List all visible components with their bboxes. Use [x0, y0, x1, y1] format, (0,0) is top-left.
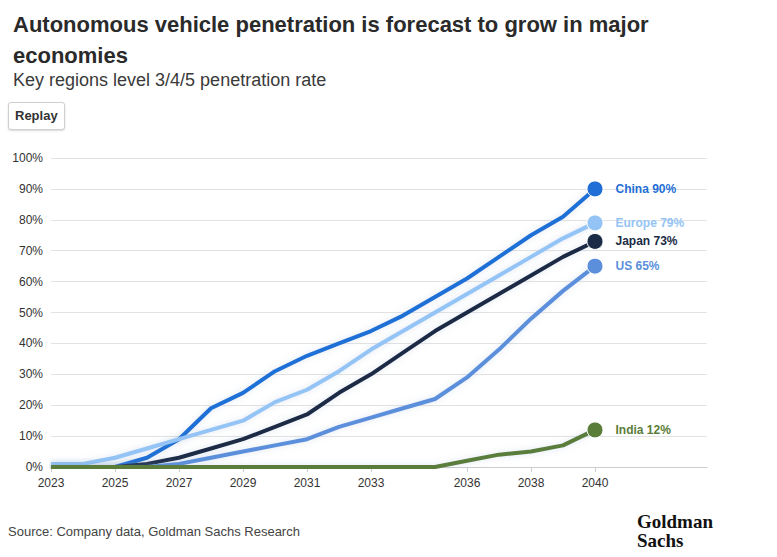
svg-text:Japan 73%: Japan 73%	[616, 234, 678, 248]
svg-text:2025: 2025	[102, 476, 129, 490]
svg-text:50%: 50%	[19, 306, 43, 320]
svg-text:Europe 79%: Europe 79%	[616, 216, 685, 230]
svg-text:Goldman: Goldman	[637, 511, 718, 532]
svg-text:India 12%: India 12%	[616, 423, 672, 437]
svg-text:2038: 2038	[518, 476, 545, 490]
svg-text:Key regions level 3/4/5 penetr: Key regions level 3/4/5 penetration rate	[13, 70, 326, 90]
html-text:Replay: Replay	[15, 108, 58, 123]
svg-text:Sachs: Sachs	[637, 530, 683, 551]
svg-text:China 90%: China 90%	[616, 182, 677, 196]
svg-text:US 65%: US 65%	[616, 259, 660, 273]
svg-text:80%: 80%	[19, 213, 43, 227]
svg-text:60%: 60%	[19, 275, 43, 289]
svg-text:2040: 2040	[582, 476, 609, 490]
svg-text:Source: Company data, Goldman: Source: Company data, Goldman Sachs Rese…	[8, 524, 300, 539]
svg-text:2033: 2033	[358, 476, 385, 490]
svg-text:2023: 2023	[38, 476, 65, 490]
svg-text:economies: economies	[13, 43, 128, 68]
svg-text:20%: 20%	[19, 398, 43, 412]
svg-text:Autonomous vehicle penetration: Autonomous vehicle penetration is foreca…	[13, 12, 655, 37]
svg-text:0%: 0%	[26, 460, 44, 474]
svg-text:2031: 2031	[294, 476, 321, 490]
svg-text:2036: 2036	[454, 476, 481, 490]
svg-text:2027: 2027	[166, 476, 193, 490]
svg-text:10%: 10%	[19, 429, 43, 443]
svg-text:2029: 2029	[230, 476, 257, 490]
svg-text:90%: 90%	[19, 182, 43, 196]
svg-text:40%: 40%	[19, 336, 43, 350]
svg-text:100%: 100%	[12, 151, 43, 165]
svg-text:30%: 30%	[19, 367, 43, 381]
svg-text:70%: 70%	[19, 244, 43, 258]
